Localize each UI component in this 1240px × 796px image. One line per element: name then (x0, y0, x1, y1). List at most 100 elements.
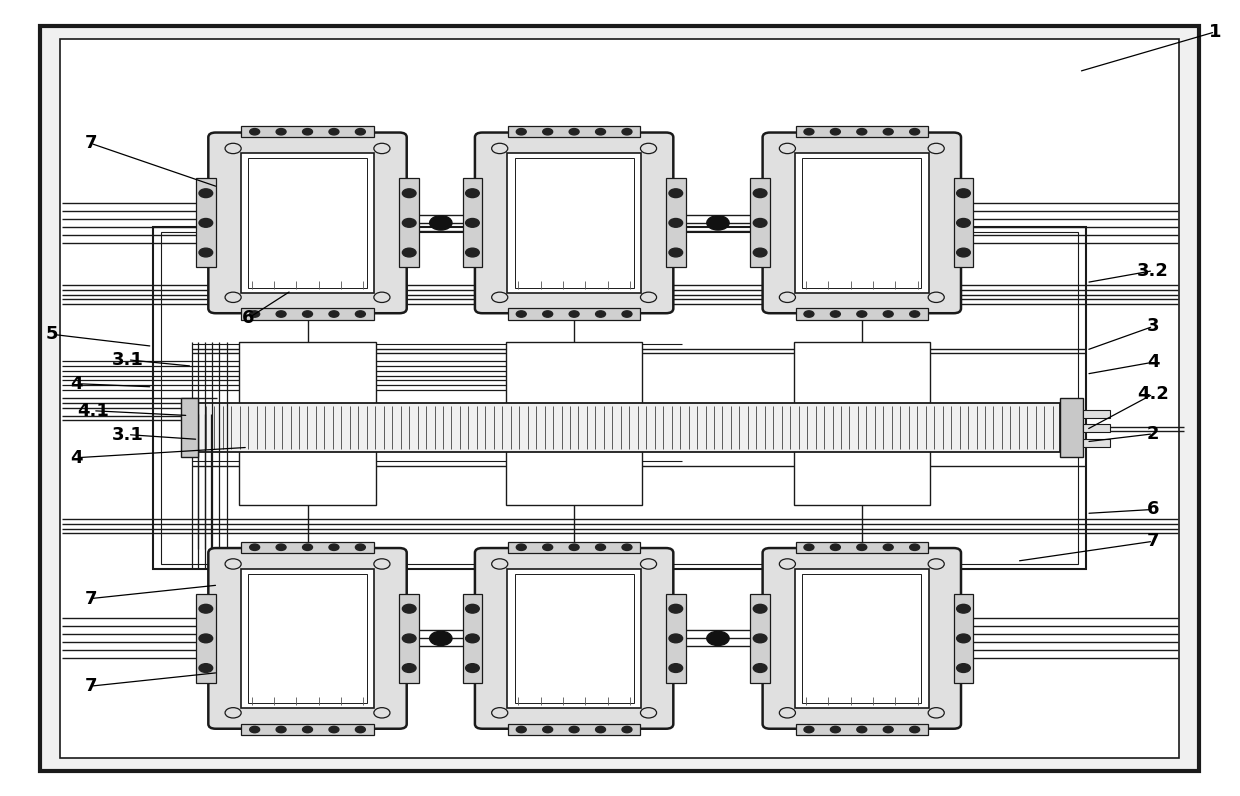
Circle shape (430, 631, 453, 646)
Circle shape (910, 544, 920, 551)
Circle shape (569, 726, 579, 732)
Circle shape (329, 726, 339, 732)
Circle shape (402, 634, 415, 643)
Circle shape (831, 544, 841, 551)
Circle shape (430, 216, 453, 230)
Text: 3.1: 3.1 (112, 351, 144, 369)
Bar (794, 342, 930, 406)
Circle shape (804, 129, 813, 135)
Bar (196, 178, 216, 267)
Circle shape (249, 544, 259, 551)
Circle shape (670, 604, 683, 613)
Text: 4: 4 (71, 449, 83, 466)
Circle shape (543, 310, 553, 318)
Circle shape (516, 129, 526, 135)
Circle shape (753, 218, 766, 228)
Circle shape (466, 604, 479, 613)
FancyBboxPatch shape (475, 548, 673, 729)
Bar (463, 178, 482, 267)
Circle shape (356, 544, 366, 551)
Bar (796, 127, 928, 138)
Circle shape (198, 248, 213, 257)
Circle shape (402, 218, 415, 228)
Bar (1083, 410, 1110, 418)
Circle shape (466, 189, 479, 197)
Circle shape (303, 129, 312, 135)
Bar (666, 178, 686, 267)
Text: 4.2: 4.2 (1137, 385, 1169, 403)
Bar (796, 541, 928, 552)
Bar (750, 178, 770, 267)
Bar (463, 594, 482, 683)
Bar (796, 309, 928, 320)
Circle shape (595, 129, 605, 135)
Circle shape (198, 218, 213, 228)
Circle shape (402, 604, 415, 613)
Circle shape (622, 129, 632, 135)
Text: 4: 4 (1147, 353, 1159, 371)
Bar (508, 127, 640, 138)
Text: 4: 4 (71, 375, 83, 392)
Circle shape (622, 544, 632, 551)
Bar (508, 541, 640, 552)
Bar (248, 158, 367, 288)
Circle shape (753, 604, 766, 613)
Circle shape (466, 664, 479, 673)
Circle shape (595, 544, 605, 551)
Text: 7: 7 (84, 590, 97, 607)
Circle shape (543, 726, 553, 732)
Circle shape (543, 544, 553, 551)
Circle shape (831, 129, 841, 135)
Circle shape (957, 604, 971, 613)
Circle shape (670, 634, 683, 643)
Circle shape (516, 726, 526, 732)
Circle shape (622, 310, 632, 318)
Bar (153, 227, 1086, 569)
Text: 7: 7 (1147, 533, 1159, 550)
Text: 1: 1 (1209, 23, 1221, 41)
Bar (242, 309, 373, 320)
Text: 6: 6 (1147, 501, 1159, 518)
Bar (954, 178, 973, 267)
Circle shape (670, 664, 683, 673)
Circle shape (804, 544, 813, 551)
Circle shape (516, 544, 526, 551)
Circle shape (595, 310, 605, 318)
Text: 2: 2 (1147, 425, 1159, 443)
Circle shape (402, 189, 415, 197)
Circle shape (957, 248, 971, 257)
Bar (508, 309, 640, 320)
Text: 4.1: 4.1 (77, 402, 109, 419)
Circle shape (910, 129, 920, 135)
Circle shape (883, 310, 893, 318)
Text: 3.2: 3.2 (1137, 262, 1169, 279)
Bar (242, 724, 373, 736)
Circle shape (804, 310, 813, 318)
Circle shape (753, 248, 766, 257)
Circle shape (883, 129, 893, 135)
Bar (750, 594, 770, 683)
Circle shape (670, 189, 683, 197)
Bar (239, 342, 376, 406)
Circle shape (707, 216, 729, 230)
Circle shape (569, 310, 579, 318)
Circle shape (277, 726, 286, 732)
Circle shape (569, 544, 579, 551)
Circle shape (857, 544, 867, 551)
Circle shape (356, 310, 366, 318)
Circle shape (356, 726, 366, 732)
Circle shape (622, 726, 632, 732)
Circle shape (249, 726, 259, 732)
Circle shape (249, 310, 259, 318)
Bar (1083, 439, 1110, 447)
Bar (506, 441, 642, 505)
Circle shape (753, 634, 766, 643)
Bar (181, 398, 198, 457)
Circle shape (329, 310, 339, 318)
Circle shape (857, 726, 867, 732)
Text: 7: 7 (84, 677, 97, 695)
Bar (954, 594, 973, 683)
Bar (794, 441, 930, 505)
Circle shape (670, 218, 683, 228)
Circle shape (831, 726, 841, 732)
